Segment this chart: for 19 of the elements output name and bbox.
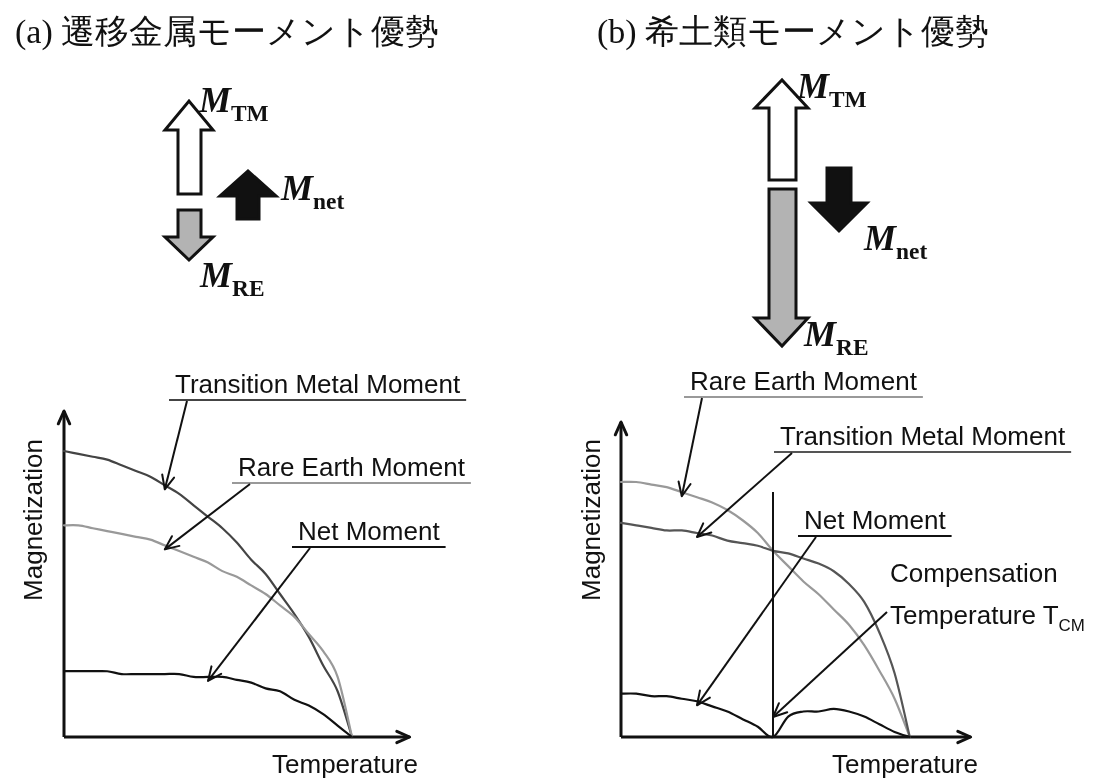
annotation: Compensation Temperature T$_{CM}$ (890, 558, 1085, 635)
chart-title: (b) 希土類モーメント優勢 (597, 13, 990, 51)
chart-title: (a) 遷移金属モーメント優勢 (15, 13, 440, 51)
y-axis-title: Magnetization (18, 439, 48, 601)
text: Rare Earth Moment (690, 366, 918, 396)
text: Rare Earth Moment (238, 452, 466, 482)
text: M$_{TM}$ (198, 80, 269, 126)
x-axis-title: Temperature (272, 749, 418, 778)
x-axis-title: Temperature (832, 749, 978, 778)
text: Transition Metal Moment (175, 369, 461, 399)
text: Net Moment (804, 505, 947, 535)
text: Transition Metal Moment (780, 421, 1066, 451)
text: M$_{TM}$ (796, 66, 867, 112)
text: Net Moment (298, 516, 441, 546)
text: M$_{net}$ (863, 218, 928, 264)
text: M$_{net}$ (280, 168, 345, 214)
text: M$_{RE}$ (199, 255, 265, 301)
y-axis-title: Magnetization (576, 439, 606, 601)
text: M$_{RE}$ (803, 314, 869, 360)
